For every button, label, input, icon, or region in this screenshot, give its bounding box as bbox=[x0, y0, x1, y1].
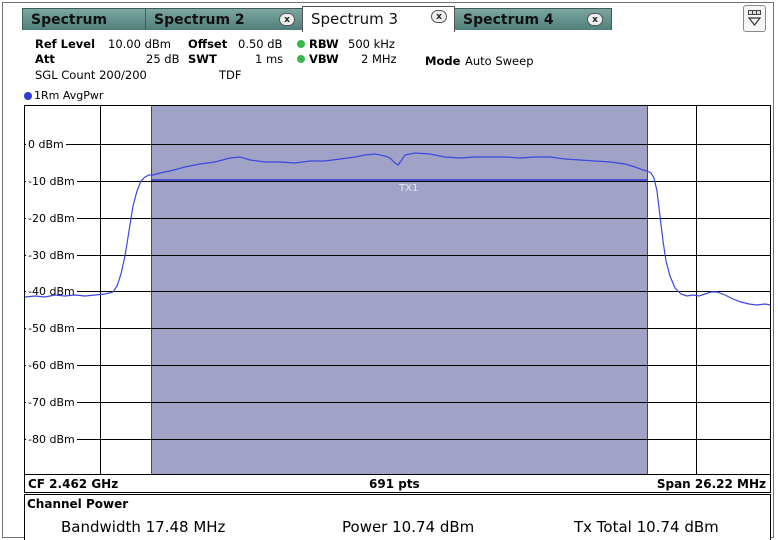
y-axis-label: -60 dBm bbox=[26, 359, 77, 372]
tab-spectrum-4[interactable]: Spectrum 4 x bbox=[454, 8, 612, 30]
grid-line-h bbox=[25, 365, 770, 366]
spectrum-diagram[interactable]: 0 dBm -10 dBm -20 dBm -30 dBm -40 dBm -5… bbox=[24, 105, 771, 475]
tab-label: Spectrum 4 bbox=[463, 12, 554, 28]
results-title: Channel Power bbox=[27, 497, 129, 511]
tx-total-result: Tx Total 10.74 dBm bbox=[574, 518, 719, 536]
y-axis-label: 0 dBm bbox=[26, 138, 66, 151]
ref-level-value[interactable]: 10.00 dBm bbox=[108, 37, 171, 51]
trace-label: 1Rm AvgPwr bbox=[24, 88, 103, 104]
tab-label: Spectrum bbox=[31, 12, 108, 28]
tab-label: Spectrum 2 bbox=[154, 12, 245, 28]
tab-spectrum[interactable]: Spectrum bbox=[22, 8, 146, 30]
y-axis-label: -50 dBm bbox=[26, 322, 77, 335]
y-axis-label: -20 dBm bbox=[26, 212, 77, 225]
channel-bandwidth-band bbox=[151, 106, 647, 474]
vbw-label: VBW bbox=[309, 52, 339, 66]
trace-1-indicator bbox=[24, 92, 32, 100]
sgl-count: SGL Count 200/200 bbox=[35, 68, 147, 82]
span-value[interactable]: Span 26.22 MHz bbox=[656, 477, 766, 491]
y-axis-label: -70 dBm bbox=[26, 396, 77, 409]
grid-line-v bbox=[100, 106, 101, 474]
tdf-indicator: TDF bbox=[219, 68, 242, 82]
swt-label: SWT bbox=[188, 52, 217, 66]
tab-bar: Spectrum Spectrum 2 x Spectrum 3 x Spect… bbox=[22, 6, 778, 32]
rbw-value[interactable]: 500 kHz bbox=[348, 37, 395, 51]
grid-line-h bbox=[25, 181, 770, 182]
grid-line-h bbox=[25, 402, 770, 403]
close-icon[interactable]: x bbox=[587, 13, 603, 26]
tab-spectrum-2[interactable]: Spectrum 2 x bbox=[145, 8, 303, 30]
channel-power-results: Channel Power Bandwidth 17.48 MHz Power … bbox=[24, 494, 771, 540]
channel-left-edge bbox=[151, 106, 152, 474]
diagram-footer: CF 2.462 GHz 691 pts Span 26.22 MHz bbox=[24, 475, 771, 493]
mode-value[interactable]: Auto Sweep bbox=[465, 54, 534, 68]
offset-value[interactable]: 0.50 dB bbox=[238, 37, 283, 51]
trace-label-text: 1Rm AvgPwr bbox=[34, 89, 104, 102]
menu-icon-graphic bbox=[747, 10, 762, 26]
vbw-value[interactable]: 2 MHz bbox=[361, 52, 397, 66]
vbw-coupled-indicator bbox=[297, 55, 305, 63]
grid-line-h bbox=[25, 291, 770, 292]
trace-graph bbox=[25, 152, 770, 306]
menu-icon[interactable] bbox=[743, 5, 766, 32]
close-icon[interactable]: x bbox=[431, 10, 447, 23]
offset-label: Offset bbox=[188, 37, 228, 51]
tab-label: Spectrum 3 bbox=[311, 10, 398, 28]
swt-value[interactable]: 1 ms bbox=[255, 52, 284, 66]
tab-spectrum-3[interactable]: Spectrum 3 x bbox=[302, 6, 455, 32]
channel-right-edge bbox=[647, 106, 648, 474]
grid-line-h bbox=[25, 144, 770, 145]
close-icon[interactable]: x bbox=[279, 13, 295, 26]
grid-line-h bbox=[25, 328, 770, 329]
y-axis-label: -30 dBm bbox=[26, 249, 77, 262]
power-result: Power 10.74 dBm bbox=[342, 518, 475, 536]
grid-line-h bbox=[25, 218, 770, 219]
ref-level-label: Ref Level bbox=[35, 37, 96, 51]
tx1-channel-label: TX1 bbox=[399, 183, 419, 194]
grid-line-h bbox=[25, 255, 770, 256]
grid-line-h bbox=[25, 439, 770, 440]
y-axis-label: -10 dBm bbox=[26, 175, 77, 188]
att-label: Att bbox=[35, 52, 55, 66]
sweep-points[interactable]: 691 pts bbox=[369, 477, 420, 491]
bandwidth-result: Bandwidth 17.48 MHz bbox=[61, 518, 226, 536]
grid-line-v bbox=[696, 106, 697, 474]
mode-label: Mode bbox=[425, 54, 461, 68]
y-axis-label: -40 dBm bbox=[26, 285, 77, 298]
att-value[interactable]: 25 dB bbox=[146, 52, 180, 66]
center-frequency[interactable]: CF 2.462 GHz bbox=[28, 477, 119, 491]
rbw-coupled-indicator bbox=[297, 40, 305, 48]
rbw-label: RBW bbox=[309, 37, 339, 51]
trace-1-curve bbox=[25, 152, 770, 306]
y-axis-label: -80 dBm bbox=[26, 433, 77, 446]
